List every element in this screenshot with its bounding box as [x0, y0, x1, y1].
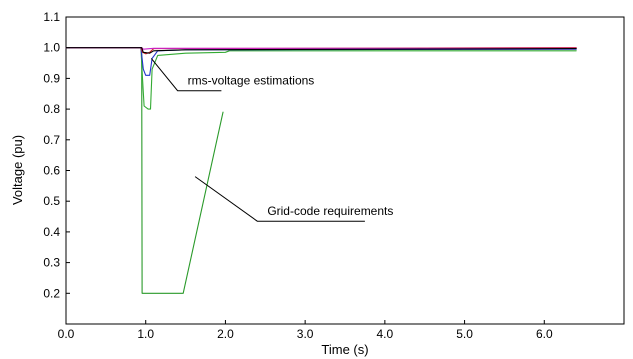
annotation-label-2: Grid-code requirements: [267, 204, 393, 218]
series-layer: [65, 47, 577, 294]
series-line-2: [65, 47, 577, 110]
y-tick-label: 1.0: [43, 41, 60, 55]
x-tick-label: 1.0: [137, 327, 154, 341]
x-tick-label: 6.0: [536, 327, 553, 341]
y-axis-title: Voltage (pu): [10, 135, 25, 205]
y-tick-label: 0.5: [43, 194, 60, 208]
y-tick-label: 0.3: [43, 256, 60, 270]
plot-frame: [65, 16, 625, 325]
y-tick-label: 0.6: [43, 164, 60, 178]
annotation-label-1: rms-voltage estimations: [188, 74, 315, 88]
x-axis-title: Time (s): [321, 342, 368, 357]
x-tick-label: 2.0: [217, 327, 234, 341]
y-tick-label: 0.2: [43, 286, 60, 300]
y-tick-label: 0.9: [43, 71, 60, 85]
y-tick-label: 0.4: [43, 225, 60, 239]
x-tick-label: 3.0: [297, 327, 314, 341]
y-tick-label: 0.7: [43, 133, 60, 147]
x-tick-label: 0.0: [58, 327, 75, 341]
series-line-6: [65, 47, 577, 54]
annotation-leader-1: [150, 58, 222, 92]
x-tick-label: 5.0: [456, 327, 473, 341]
x-tick-label: 4.0: [377, 327, 394, 341]
y-tick-label: 1.1: [43, 10, 60, 24]
annotation-leader-2: [194, 176, 365, 222]
y-tick-label: 0.8: [43, 102, 60, 116]
annotations-layer: rms-voltage estimations Grid-code require…: [150, 58, 393, 222]
ticks-layer: 0.0 1.0 2.0 3.0 4.0 5.0 6.0 0.2 0.3 0.4 0.5 0.6 0.7 0…: [43, 10, 553, 341]
